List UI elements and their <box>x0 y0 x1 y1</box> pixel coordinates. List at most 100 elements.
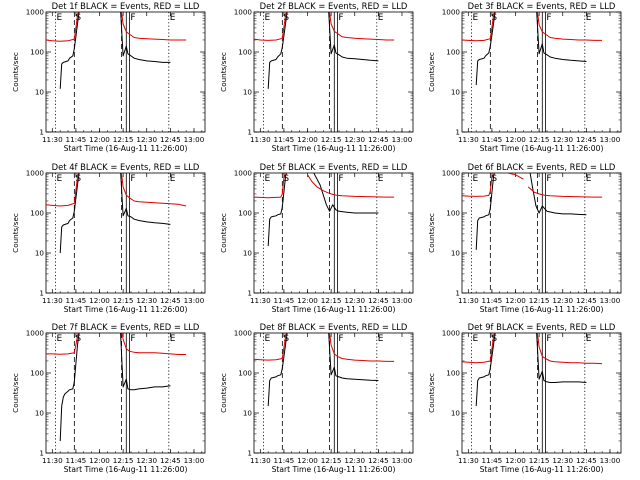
panel-title: Det 1f BLACK = Events, RED = LLD <box>52 1 200 11</box>
marker-label: E <box>378 174 384 184</box>
panel-title: Det 9f BLACK = Events, RED = LLD <box>468 322 616 332</box>
x-tick-label: 12:00 <box>297 135 318 144</box>
y-tick-label: 100 <box>446 209 460 218</box>
detector-panel-3: Det 3f BLACK = Events, RED = LLD 11:30 11:… <box>427 1 622 153</box>
detector-panel-5: Det 5f BLACK = Events, RED = LLD 11:30 11:… <box>219 162 414 314</box>
y-tick-label: 10 <box>451 409 461 418</box>
y-axis-label: Counts/sec <box>219 373 228 413</box>
x-tick-label: 12:30 <box>136 456 157 465</box>
marker-label: E <box>56 174 62 184</box>
y-tick-label: 1000 <box>26 8 45 17</box>
x-tick-label: 12:15 <box>529 296 550 305</box>
x-tick-label: 11:30 <box>250 135 271 144</box>
x-tick-label: 12:45 <box>368 456 389 465</box>
detector-panel-6: Det 6f BLACK = Events, RED = LLD 11:30 11:… <box>427 162 622 314</box>
plot-frame <box>461 172 622 294</box>
marker-label: E <box>56 13 62 23</box>
y-tick-label: 100 <box>30 209 44 218</box>
x-tick-label: 13:00 <box>600 135 621 144</box>
x-tick-label: 12:00 <box>89 456 110 465</box>
marker-label: S <box>283 174 289 184</box>
y-tick-label: 1000 <box>234 8 253 17</box>
x-tick-label: 13:00 <box>184 135 205 144</box>
y-axis-label: Counts/sec <box>11 373 20 413</box>
x-tick-label: 12:45 <box>160 135 181 144</box>
x-tick-label: 11:30 <box>250 296 271 305</box>
y-tick-label: 1000 <box>442 329 461 338</box>
y-tick-label: 100 <box>446 48 460 57</box>
x-tick-label: 12:00 <box>505 456 526 465</box>
y-tick-label: 1 <box>39 128 44 137</box>
marker-label: F <box>546 13 551 23</box>
lld-series-line <box>254 12 395 41</box>
events-series-line <box>267 333 379 407</box>
x-tick-label: 13:00 <box>392 296 413 305</box>
marker-label: E <box>170 174 176 184</box>
marker-label: E <box>170 13 176 23</box>
marker-label: E <box>378 334 384 344</box>
x-tick-label: 12:30 <box>136 135 157 144</box>
y-tick-label: 10 <box>451 88 461 97</box>
panel-title: Det 3f BLACK = Events, RED = LLD <box>468 1 616 11</box>
x-tick-label: 12:15 <box>321 135 342 144</box>
x-tick-label: 12:15 <box>529 135 550 144</box>
marker-label: E <box>170 334 176 344</box>
marker-label: E <box>378 13 384 23</box>
x-tick-label: 11:45 <box>482 296 503 305</box>
x-tick-label: 12:00 <box>89 135 110 144</box>
y-tick-label: 10 <box>35 88 45 97</box>
plot-frame <box>253 172 414 294</box>
marker-label: E <box>264 334 270 344</box>
x-tick-label: 11:30 <box>458 135 479 144</box>
x-tick-label: 12:45 <box>576 296 597 305</box>
marker-label: E <box>472 13 478 23</box>
x-tick-label: 12:15 <box>529 456 550 465</box>
x-tick-label: 12:15 <box>113 456 134 465</box>
x-tick-label: 12:45 <box>576 135 597 144</box>
x-tick-label: 12:00 <box>89 296 110 305</box>
events-series-line <box>59 12 171 89</box>
y-tick-label: 1 <box>247 128 252 137</box>
detector-panel-8: Det 8f BLACK = Events, RED = LLD 11:30 11:… <box>219 322 414 474</box>
marker-label: F <box>546 174 551 184</box>
lld-series-line <box>254 173 395 199</box>
x-tick-label: 12:45 <box>160 456 181 465</box>
plot-frame <box>45 332 206 454</box>
x-tick-label: 13:00 <box>600 456 621 465</box>
marker-label: S <box>491 174 497 184</box>
lld-series-line <box>462 333 603 365</box>
x-tick-label: 12:15 <box>321 296 342 305</box>
y-tick-label: 1000 <box>234 169 253 178</box>
x-tick-label: 13:00 <box>392 135 413 144</box>
y-axis-label: Counts/sec <box>11 213 20 253</box>
events-series-line <box>475 12 587 86</box>
marker-label: E <box>586 13 592 23</box>
x-tick-label: 13:00 <box>184 456 205 465</box>
y-tick-label: 1000 <box>234 329 253 338</box>
events-series-line <box>267 173 379 247</box>
y-tick-label: 1000 <box>442 8 461 17</box>
x-axis-label: Start Time (16-Aug-11 11:26:00) <box>480 305 604 314</box>
x-tick-label: 12:30 <box>552 135 573 144</box>
x-tick-label: 11:45 <box>482 135 503 144</box>
y-tick-label: 1 <box>247 449 252 458</box>
plot-frame <box>253 332 414 454</box>
lld-series-line <box>462 173 603 198</box>
panel-title: Det 4f BLACK = Events, RED = LLD <box>52 162 200 172</box>
x-tick-label: 12:45 <box>576 456 597 465</box>
x-tick-label: 12:45 <box>160 296 181 305</box>
lld-series-line <box>46 333 187 355</box>
y-tick-label: 1000 <box>26 329 45 338</box>
marker-label: F <box>130 334 135 344</box>
x-tick-label: 11:45 <box>66 296 87 305</box>
x-tick-label: 11:45 <box>274 296 295 305</box>
x-tick-label: 12:15 <box>113 296 134 305</box>
x-tick-label: 12:15 <box>113 135 134 144</box>
events-series-line <box>59 333 171 442</box>
x-tick-label: 11:30 <box>250 456 271 465</box>
y-tick-label: 1 <box>39 449 44 458</box>
y-tick-label: 1 <box>455 449 460 458</box>
y-tick-label: 10 <box>35 249 45 258</box>
x-tick-label: 12:00 <box>505 135 526 144</box>
